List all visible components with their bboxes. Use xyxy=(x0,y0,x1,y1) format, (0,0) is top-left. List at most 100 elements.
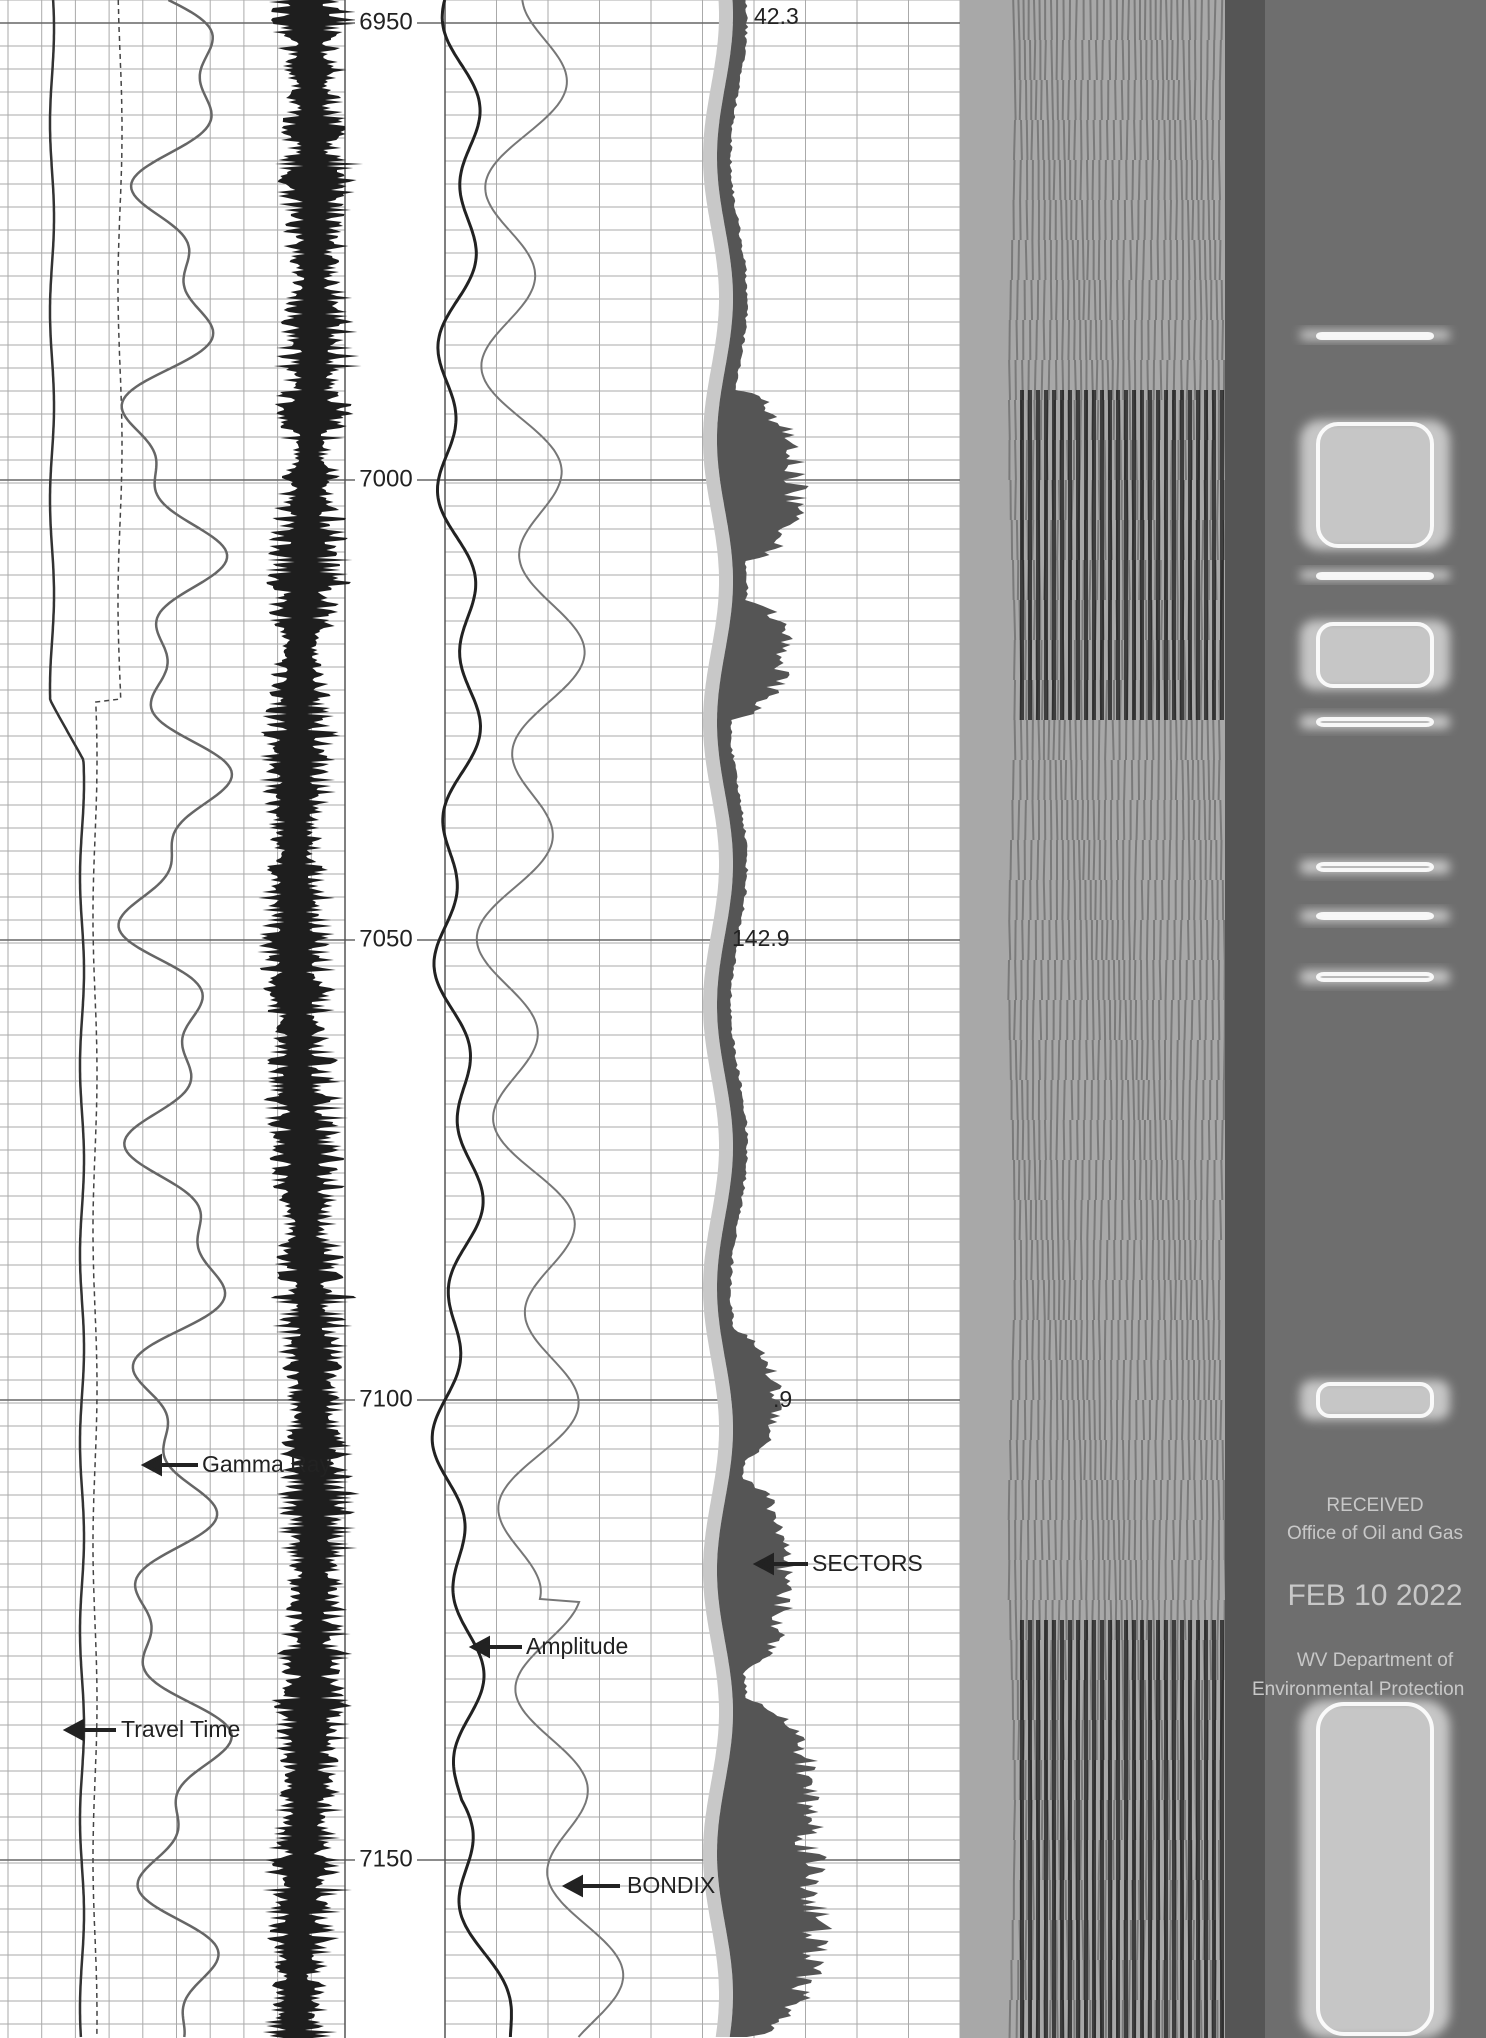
stamp: RECEIVED Office of Oil and Gas FEB 10 20… xyxy=(1252,1495,1464,1700)
vdl-stripe-strong xyxy=(1052,390,1056,720)
arrow-head xyxy=(62,1718,84,1742)
depth-label: 7100 xyxy=(359,1385,412,1412)
vdl-stripe-strong xyxy=(1060,390,1064,720)
sectors-light xyxy=(703,0,733,2037)
depth-label-bg xyxy=(355,926,417,954)
vdl-stripe-strong xyxy=(1068,390,1072,720)
vdl-stripe-strong xyxy=(1028,390,1032,720)
image-band-glow xyxy=(1300,1700,1450,2038)
vdl-stripe-strong xyxy=(1172,390,1176,720)
vdl-stripe-strong xyxy=(1036,390,1040,720)
vdl-stripe-strong xyxy=(1092,390,1096,720)
depth-label-bg xyxy=(355,466,417,494)
track-value: 42.3 xyxy=(754,3,799,29)
curve-label: Travel Time xyxy=(121,1716,240,1742)
depth-label-bg xyxy=(355,8,417,36)
image-band xyxy=(1316,1382,1434,1418)
log-curve xyxy=(475,0,625,2038)
image-band-glow xyxy=(1300,420,1450,550)
vdl-stripe xyxy=(1109,0,1119,2038)
image-band xyxy=(1316,1702,1434,2036)
vdl-stripe-strong xyxy=(1172,1620,1176,2038)
vdl-track xyxy=(960,0,1227,2038)
vdl-stripe xyxy=(1181,0,1191,2038)
curve-label: Amplitude xyxy=(526,1633,628,1659)
labels: 6950 7000 7050 7100 7150 42.3 142.9 .9 G… xyxy=(62,3,1464,1898)
vdl-stripe-strong xyxy=(1116,390,1120,720)
vdl-stripe-strong xyxy=(1068,1620,1072,2038)
vdl-stripe-strong xyxy=(1156,1620,1160,2038)
image-band xyxy=(1316,572,1434,580)
vdl-stripe-strong xyxy=(1140,390,1144,720)
stamp-text: Office of Oil and Gas xyxy=(1287,1523,1463,1544)
vdl-stripe xyxy=(1037,0,1047,2038)
vdl-stripe xyxy=(1115,0,1125,2038)
vdl-stripe-strong xyxy=(1124,1620,1128,2038)
vdl-stripe-strong xyxy=(1164,390,1168,720)
vdl-stripe-strong xyxy=(1212,390,1216,720)
arrow-head xyxy=(140,1453,162,1477)
image-track xyxy=(1225,0,1486,2038)
vdl-stripe-strong xyxy=(1220,390,1224,720)
image-band xyxy=(1316,622,1434,688)
image-band-glow xyxy=(1300,620,1450,690)
vdl-stripe xyxy=(1145,0,1155,2038)
vdl-stripe-strong xyxy=(1108,390,1112,720)
vdl-stripe-strong xyxy=(1052,1620,1056,2038)
vdl-stripe-strong xyxy=(1092,1620,1096,2038)
image-band xyxy=(1316,862,1434,872)
vdl-stripe-strong xyxy=(1180,390,1184,720)
vdl-stripe-strong xyxy=(1132,1620,1136,2038)
vdl-stripe-strong xyxy=(1060,1620,1064,2038)
annotation-arrows xyxy=(62,1453,808,1898)
vdl-stripe-strong xyxy=(1116,1620,1120,2038)
curves xyxy=(48,0,833,2038)
sectors-dark xyxy=(717,0,833,2037)
vdl-stripe-strong xyxy=(1196,1620,1200,2038)
image-shade xyxy=(1225,0,1265,2038)
vdl-stripe-strong xyxy=(1212,1620,1216,2038)
depth-label: 7050 xyxy=(359,925,412,952)
log-curve xyxy=(92,0,123,2038)
vdl-stripe-strong xyxy=(1156,390,1160,720)
stamp-text: Environmental Protection xyxy=(1252,1679,1464,1700)
image-band-glow xyxy=(1300,1380,1450,1420)
vdl-stripe-strong xyxy=(1204,1620,1208,2038)
vdl-stripe-strong xyxy=(1124,390,1128,720)
stamp-text: WV Department of xyxy=(1297,1650,1454,1671)
log-curve xyxy=(430,0,513,2038)
vdl-stripe-strong xyxy=(1044,1620,1048,2038)
vdl-stripe-strong xyxy=(1108,1620,1112,2038)
vdl-stripe-strong xyxy=(1076,1620,1080,2038)
vdl-stripe-strong xyxy=(1020,1620,1024,2038)
vdl-stripe-strong xyxy=(1100,390,1104,720)
depth-label-bg xyxy=(355,1846,417,1874)
vdl-stripe-strong xyxy=(1148,390,1152,720)
depth-label-bg xyxy=(355,1386,417,1414)
depth-label: 6950 xyxy=(359,8,412,35)
vdl-stripe-strong xyxy=(1180,1620,1184,2038)
track-value: 142.9 xyxy=(732,925,790,951)
vdl-stripe-strong xyxy=(1188,390,1192,720)
arrow-head xyxy=(561,1874,583,1898)
noise-band xyxy=(257,0,364,2038)
vdl-stripe-strong xyxy=(1164,1620,1168,2038)
image-band xyxy=(1316,422,1434,548)
vdl-stripe-strong xyxy=(1196,390,1200,720)
track-value: .9 xyxy=(773,1386,792,1412)
vdl-stripe-strong xyxy=(1036,1620,1040,2038)
vdl-stripe-strong xyxy=(1204,390,1208,720)
vdl-stripe-strong xyxy=(1084,1620,1088,2038)
curve-label: Gamma Ray xyxy=(202,1451,332,1477)
vdl-stripe-strong xyxy=(1148,1620,1152,2038)
vdl-stripe-strong xyxy=(1028,1620,1032,2038)
stamp-text: RECEIVED xyxy=(1326,1495,1423,1516)
vdl-stripe xyxy=(1073,0,1083,2038)
vdl-stripe-strong xyxy=(1020,390,1024,720)
log-curve xyxy=(117,0,234,2038)
vdl-stripe-strong xyxy=(1188,1620,1192,2038)
depth-label: 7000 xyxy=(359,465,412,492)
arrow-head xyxy=(752,1552,774,1576)
